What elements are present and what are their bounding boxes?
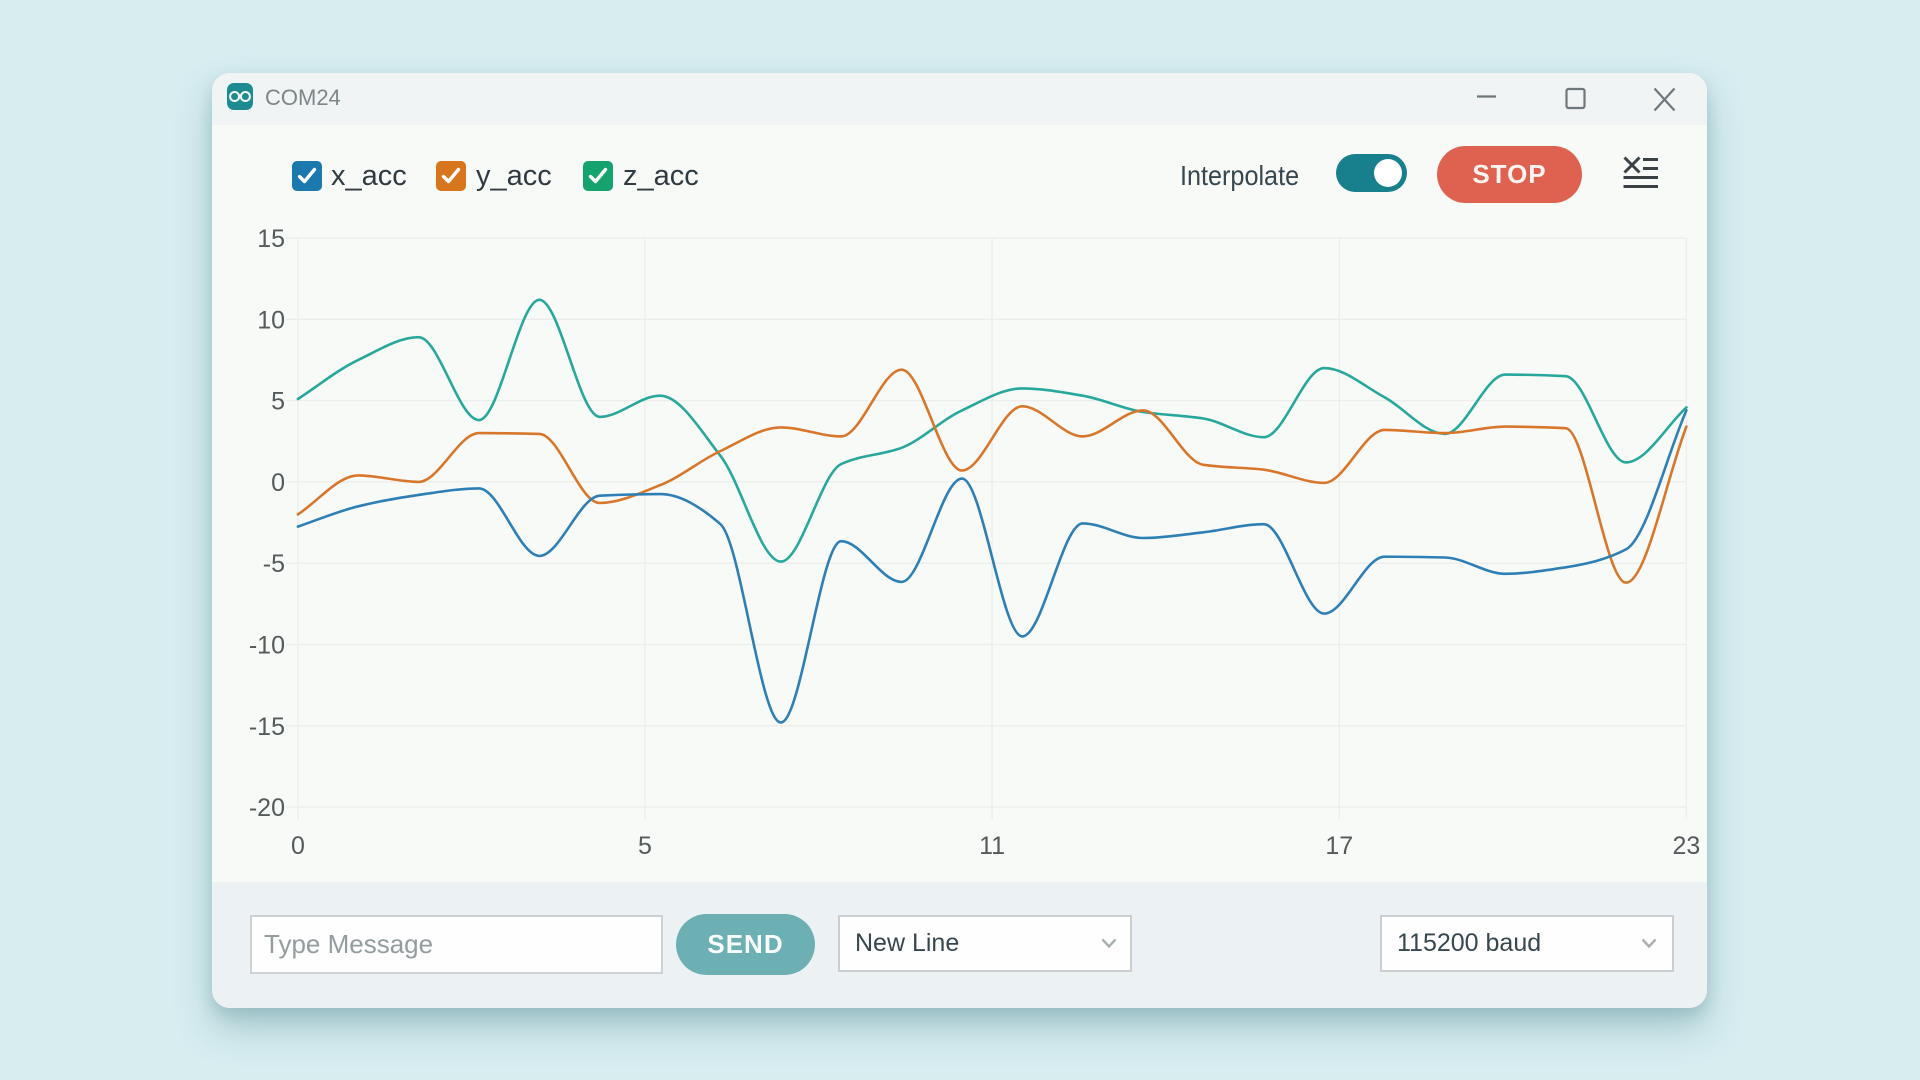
svg-text:23: 23 (1672, 832, 1700, 860)
svg-text:-5: -5 (263, 550, 285, 578)
svg-text:5: 5 (638, 832, 652, 860)
svg-text:17: 17 (1325, 832, 1353, 860)
svg-text:0: 0 (291, 832, 305, 860)
svg-text:-20: -20 (249, 794, 285, 822)
svg-text:5: 5 (271, 388, 285, 416)
svg-text:10: 10 (257, 306, 285, 334)
svg-text:15: 15 (257, 225, 285, 253)
svg-text:11: 11 (979, 832, 1005, 860)
svg-text:-10: -10 (249, 632, 285, 660)
svg-text:-15: -15 (249, 713, 285, 741)
svg-text:0: 0 (271, 469, 285, 497)
